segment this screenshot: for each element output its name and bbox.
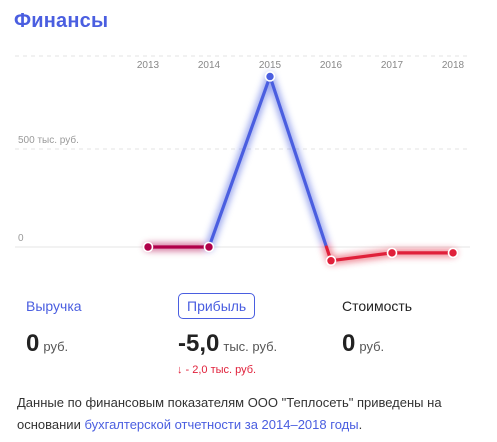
finance-line-chart: 0 500 тыс. руб. 2013 2014 2015 2016 2017 2018: [15, 55, 470, 267]
data-point[interactable]: [264, 71, 276, 82]
series-line-segment: [268, 74, 329, 249]
profit-change: ↓ - 2,0 тыс. руб.: [177, 364, 277, 376]
cost-value: 0: [342, 330, 356, 357]
x-tick-label: 2013: [137, 60, 160, 71]
data-point[interactable]: [203, 241, 215, 253]
footnote: Данные по финансовым показателям ООО "Те…: [17, 392, 487, 436]
series-line-segment: [207, 74, 272, 249]
series-line-segment: [329, 251, 394, 263]
profit-value: -5,0: [178, 330, 220, 357]
cost-unit: руб.: [359, 339, 385, 354]
data-point[interactable]: [386, 247, 398, 259]
profit-unit: тыс. руб.: [223, 339, 278, 354]
revenue-value: 0: [26, 330, 40, 357]
cost-value-row: 0 руб.: [342, 330, 412, 358]
metric-cost: Стоимость 0 руб.: [342, 296, 412, 358]
revenue-value-row: 0 руб.: [26, 330, 82, 358]
y-tick-label: 0: [18, 233, 24, 244]
profit-value-row: -5,0 тыс. руб.: [178, 330, 277, 358]
section-title: Финансы: [14, 10, 109, 32]
metric-profit: Прибыль -5,0 тыс. руб. ↓ - 2,0 тыс. руб.: [177, 293, 277, 376]
accounting-report-link[interactable]: бухгалтерской отчетности за 2014–2018 го…: [84, 417, 359, 432]
x-tick-label: 2015: [259, 60, 282, 71]
profit-tab[interactable]: Прибыль: [178, 293, 256, 319]
x-tick-label: 2014: [198, 60, 221, 71]
x-tick-label: 2018: [442, 60, 465, 71]
arrow-down-icon: ↓: [177, 364, 183, 376]
data-point[interactable]: [142, 241, 154, 253]
revenue-tab[interactable]: Выручка: [26, 298, 82, 314]
footnote-text: Данные по финансовым показателям ООО "Те…: [17, 395, 442, 432]
data-point[interactable]: [447, 247, 459, 259]
x-tick-label: 2017: [381, 60, 404, 71]
data-point[interactable]: [325, 255, 337, 267]
footnote-end: .: [358, 417, 363, 432]
cost-tab: Стоимость: [342, 298, 413, 314]
x-tick-label: 2016: [320, 60, 343, 71]
y-tick-label: 500 тыс. руб.: [18, 134, 79, 146]
metric-revenue: Выручка 0 руб.: [26, 296, 82, 358]
profit-change-value: - 2,0 тыс. руб.: [185, 364, 257, 376]
metrics-panel: Выручка 0 руб. Прибыль -5,0 тыс. руб. ↓ - 2…: [0, 293, 497, 386]
revenue-unit: руб.: [43, 339, 69, 354]
